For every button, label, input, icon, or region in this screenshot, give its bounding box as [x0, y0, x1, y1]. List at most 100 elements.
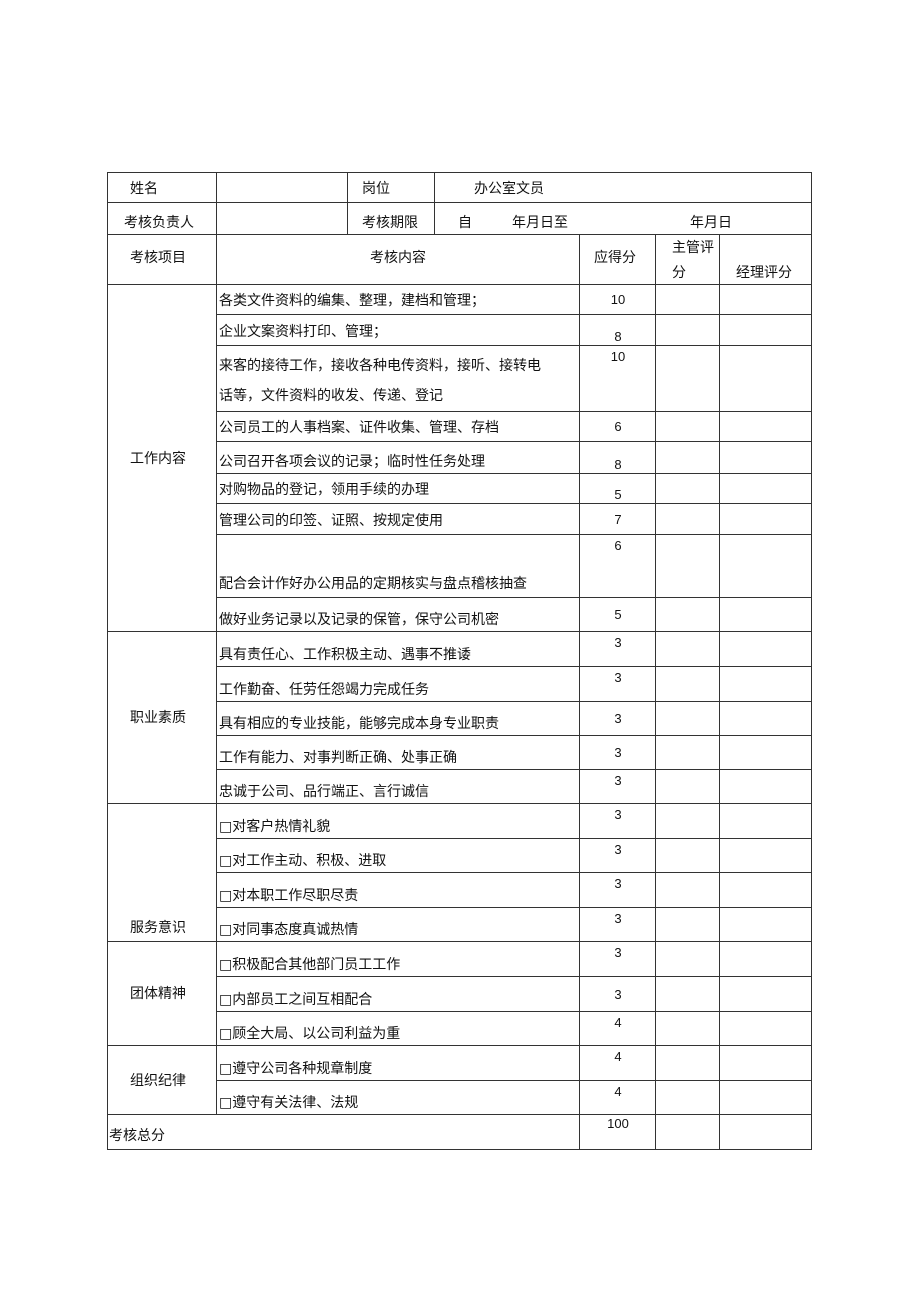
period-label: 考核期限: [362, 215, 418, 231]
supervisor-score-cell[interactable]: [655, 941, 720, 977]
total-supervisor-cell[interactable]: [655, 1114, 720, 1150]
content-text: 企业文案资料打印、管理；: [219, 323, 387, 340]
manager-score-cell[interactable]: [719, 473, 812, 504]
score-value: 3: [614, 711, 622, 726]
supervisor-score-cell[interactable]: [655, 838, 720, 873]
content-text: 来客的接待工作，接收各种电传资料，接听、接转电: [219, 358, 541, 374]
supervisor-score-cell[interactable]: [655, 534, 720, 598]
manager-score-cell[interactable]: [719, 666, 812, 702]
total-score: 100: [607, 1116, 629, 1131]
score-value: 3: [614, 945, 622, 960]
manager-score-cell[interactable]: [719, 441, 812, 474]
manager-score-cell[interactable]: [719, 597, 812, 632]
content-text: 做好业务记录以及记录的保管，保守公司机密: [219, 612, 499, 628]
group-label: 职业素质: [130, 710, 186, 726]
score-value: 5: [614, 607, 622, 622]
score-value: 3: [614, 807, 622, 822]
total-label-cell: [107, 1114, 580, 1150]
supervisor-score-cell[interactable]: [655, 735, 720, 770]
manager-score-cell[interactable]: [719, 872, 812, 908]
manager-score-cell[interactable]: [719, 769, 812, 804]
supervisor-score-cell[interactable]: [655, 1011, 720, 1046]
supervisor-score-cell[interactable]: [655, 441, 720, 474]
supervisor-score-cell[interactable]: [655, 872, 720, 908]
supervisor-score-cell[interactable]: [655, 411, 720, 442]
score-value: 6: [614, 419, 622, 434]
name-label-cell: [107, 172, 217, 203]
supervisor-score-cell[interactable]: [655, 907, 720, 942]
total-manager-cell[interactable]: [719, 1114, 812, 1150]
content-text: □内部员工之间互相配合: [219, 992, 373, 1008]
score-value: 5: [614, 487, 622, 502]
name-input-cell[interactable]: [216, 172, 348, 203]
assessor-input-cell[interactable]: [216, 202, 348, 235]
supervisor-score-cell[interactable]: [655, 1080, 720, 1115]
manager-score-cell[interactable]: [719, 1080, 812, 1115]
manager-score-cell[interactable]: [719, 1011, 812, 1046]
content-text: □顾全大局、以公司利益为重: [219, 1026, 401, 1042]
group-label: 组织纪律: [130, 1072, 186, 1089]
content-text: □对同事态度真诚热情: [219, 922, 359, 938]
manager-score-cell[interactable]: [719, 631, 812, 667]
score-value: 3: [614, 842, 622, 857]
manager-score-cell[interactable]: [719, 838, 812, 873]
position-label: 岗位: [362, 181, 390, 197]
content-text: 配合会计作好办公用品的定期核实与盘点稽核抽查: [219, 576, 527, 592]
manager-score-cell[interactable]: [719, 284, 812, 315]
content-text: 各类文件资料的编集、整理，建档和管理；: [219, 293, 485, 309]
content-text: 管理公司的印签、证照、按规定使用: [219, 512, 443, 529]
supervisor-score-cell[interactable]: [655, 803, 720, 839]
manager-score-cell[interactable]: [719, 735, 812, 770]
total-label: 考核总分: [109, 1128, 165, 1144]
supervisor-score-cell[interactable]: [655, 503, 720, 535]
supervisor-score-cell[interactable]: [655, 597, 720, 632]
content-text: 话等，文件资料的收发、传递、登记: [219, 388, 443, 404]
supervisor-score-cell[interactable]: [655, 666, 720, 702]
score-value: 7: [614, 511, 622, 527]
supervisor-score-cell[interactable]: [655, 1045, 720, 1081]
supervisor-score-cell[interactable]: [655, 473, 720, 504]
score-value: 4: [614, 1049, 622, 1064]
period-value-cell[interactable]: [434, 202, 812, 235]
supervisor-score-cell[interactable]: [655, 284, 720, 315]
col-supervisor-2: 分: [672, 265, 686, 281]
supervisor-score-cell[interactable]: [655, 976, 720, 1012]
score-value: 4: [614, 1084, 622, 1099]
manager-score-cell[interactable]: [719, 314, 812, 346]
content-text: 具有相应的专业技能，能够完成本身专业职责: [219, 716, 499, 732]
score-value: 3: [614, 773, 622, 788]
content-text: □对客户热情礼貌: [219, 819, 331, 835]
supervisor-score-cell[interactable]: [655, 701, 720, 736]
content-text: □对本职工作尽职尽责: [219, 888, 359, 904]
content-text: 具有责任心、工作积极主动、遇事不推诿: [219, 647, 471, 663]
period-end: 年月日: [690, 215, 732, 231]
score-value: 10: [610, 349, 626, 364]
score-value: 3: [614, 911, 622, 926]
col-supervisor-1: 主管评: [672, 240, 714, 256]
manager-score-cell[interactable]: [719, 803, 812, 839]
supervisor-score-cell[interactable]: [655, 769, 720, 804]
content-text: 对购物品的登记，领用手续的办理: [219, 482, 429, 498]
supervisor-score-cell[interactable]: [655, 314, 720, 346]
content-text: 工作有能力、对事判断正确、处事正确: [219, 750, 457, 766]
col-item: 考核项目: [130, 250, 186, 266]
supervisor-score-cell[interactable]: [655, 345, 720, 412]
period-from: 自: [458, 215, 472, 231]
score-value: 8: [614, 457, 622, 472]
supervisor-score-cell[interactable]: [655, 631, 720, 667]
manager-score-cell[interactable]: [719, 503, 812, 535]
manager-score-cell[interactable]: [719, 907, 812, 942]
group-label: 工作内容: [130, 450, 186, 467]
manager-score-cell[interactable]: [719, 411, 812, 442]
manager-score-cell[interactable]: [719, 1045, 812, 1081]
manager-score-cell[interactable]: [719, 534, 812, 598]
manager-score-cell[interactable]: [719, 345, 812, 412]
manager-score-cell[interactable]: [719, 701, 812, 736]
group-label: 团体精神: [130, 986, 186, 1002]
manager-score-cell[interactable]: [719, 976, 812, 1012]
manager-score-cell[interactable]: [719, 941, 812, 977]
col-manager: 经理评分: [736, 265, 792, 281]
score-value: 6: [614, 538, 622, 553]
content-text: □对工作主动、积极、进取: [219, 853, 387, 869]
content-text: □积极配合其他部门员工工作: [219, 957, 401, 973]
